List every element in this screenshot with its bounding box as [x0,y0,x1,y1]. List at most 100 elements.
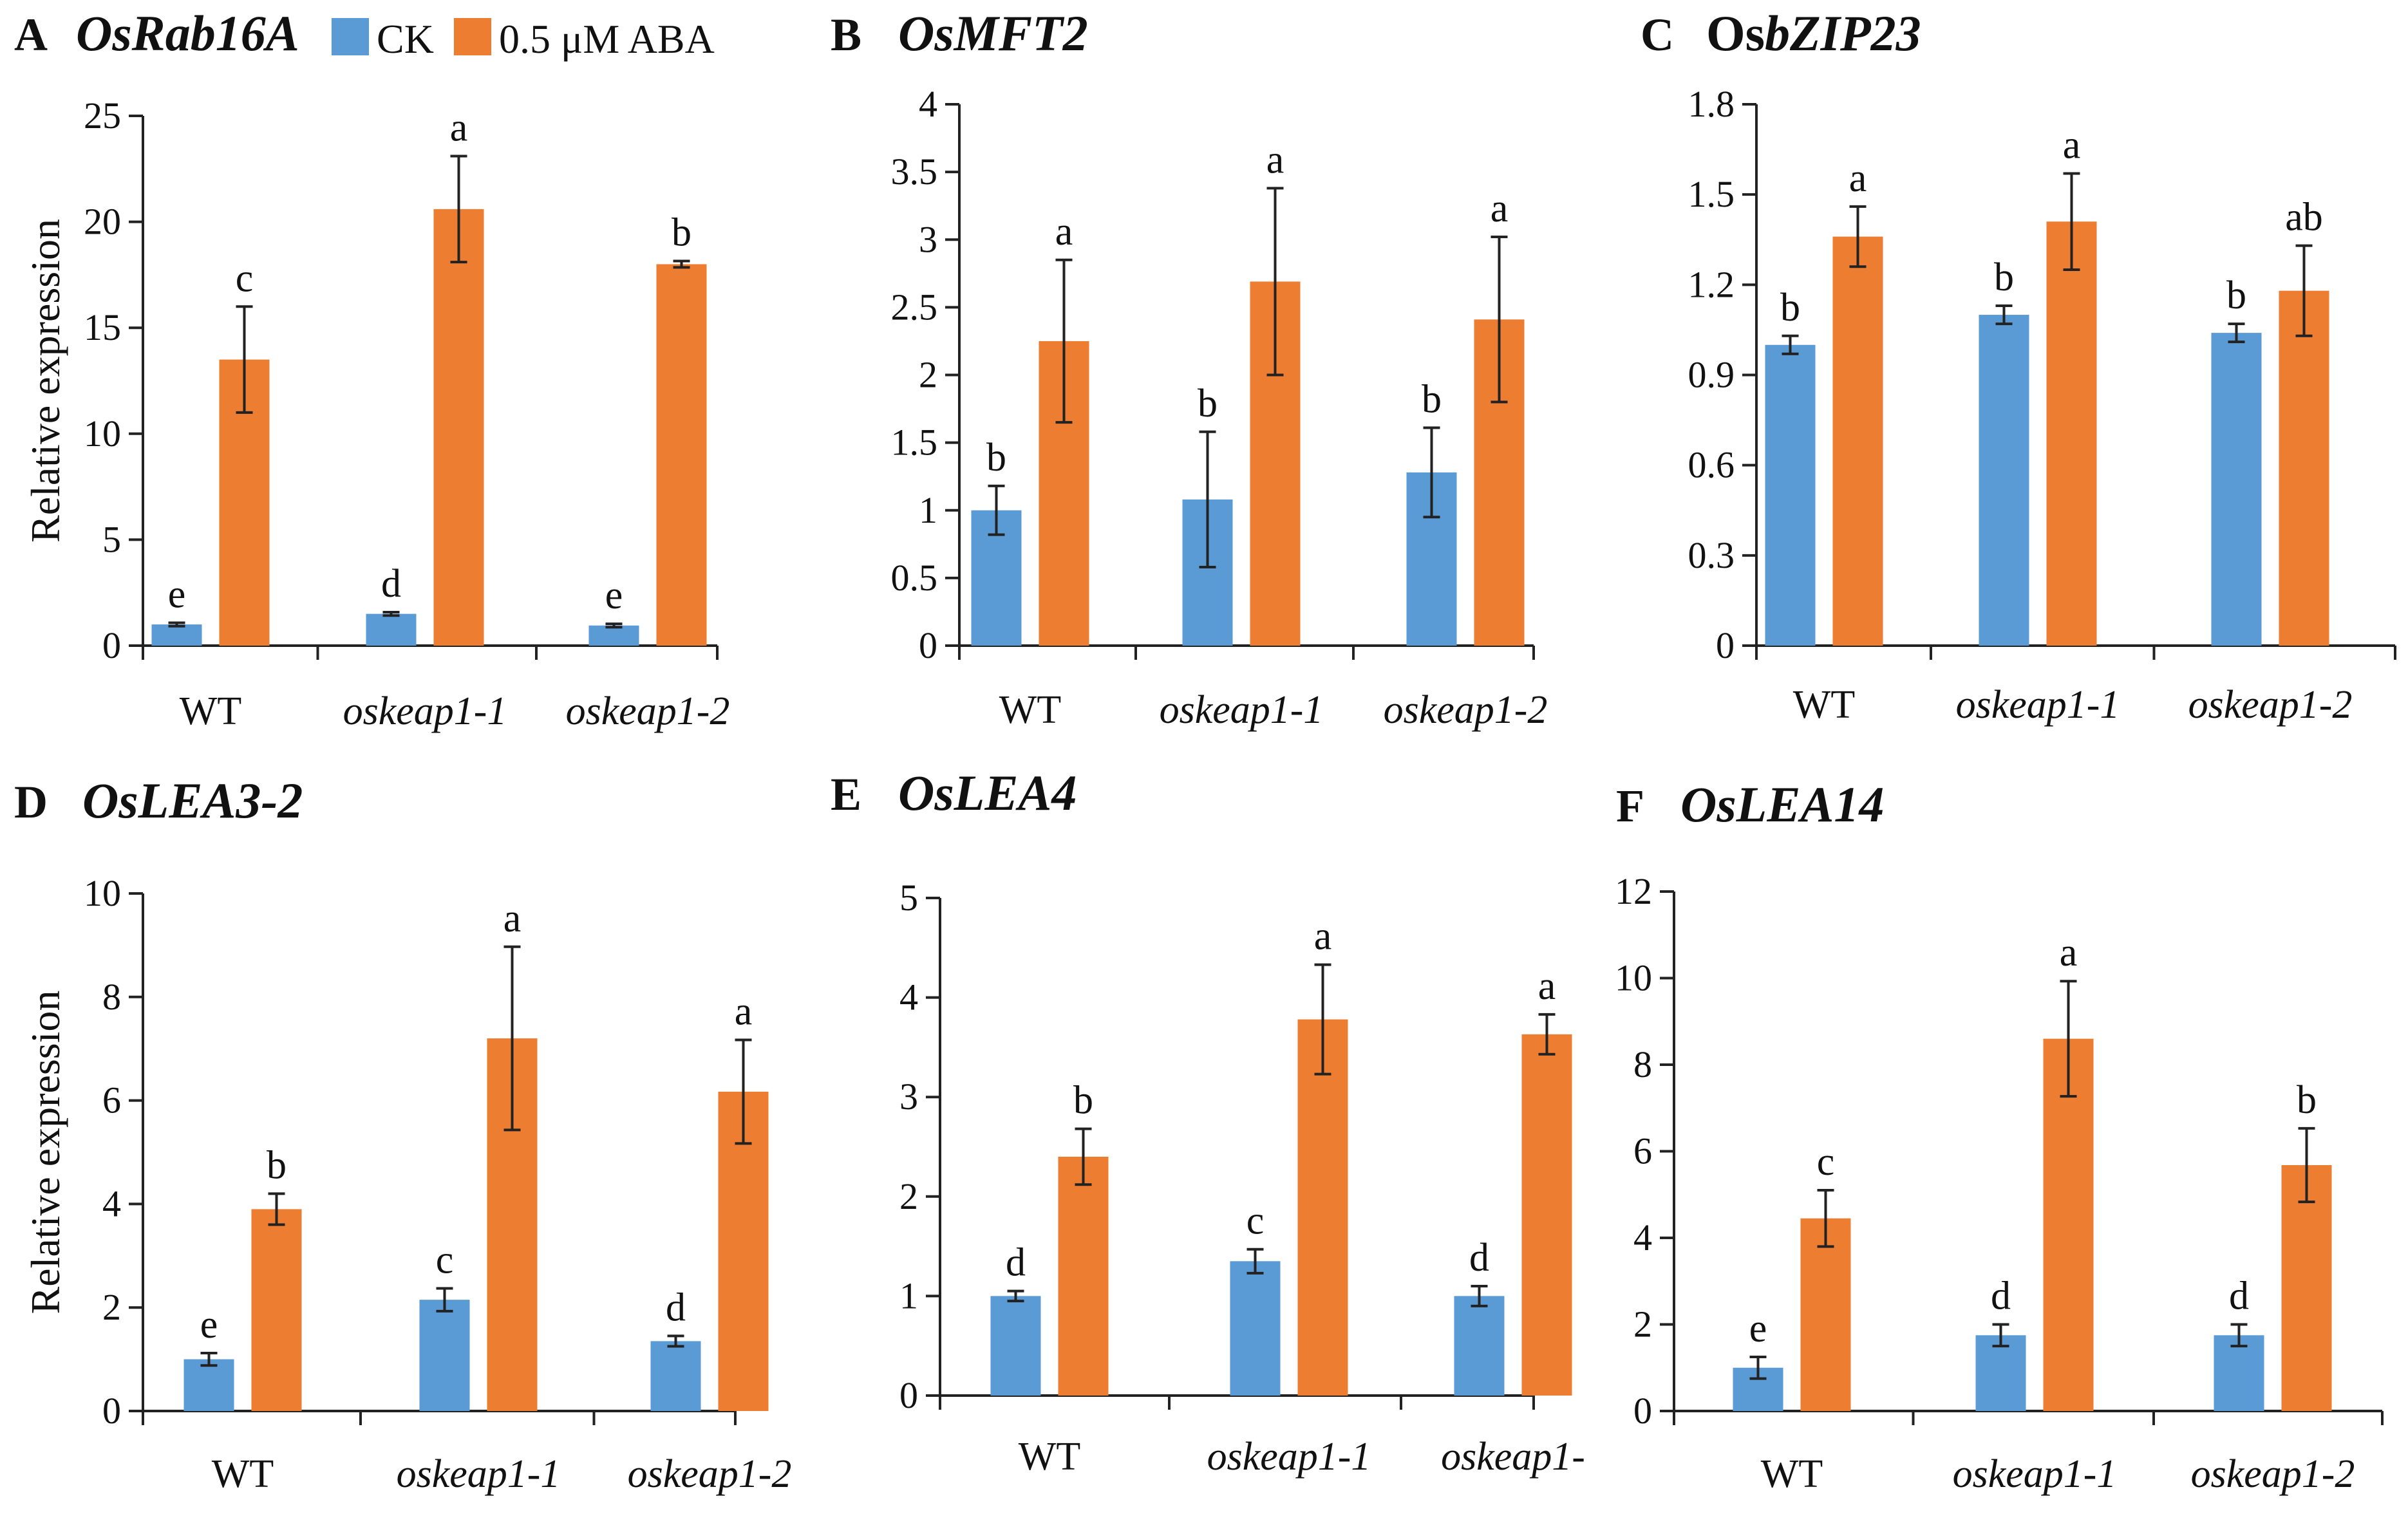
y-tick-label: 3 [919,218,937,260]
y-tick-label: 6 [102,1079,121,1121]
significance-letter: a [1538,964,1556,1008]
x-category-label: WT [1761,1452,1823,1496]
chart-panel-c: C OsbZIP23 0 0.3 0.6 0.9 1.2 1.5 1.8 WT oskeap1-1 o… [1641,5,2396,727]
y-tick-label: 1 [899,1275,918,1316]
significance-letter: ab [2285,196,2323,239]
chart-panel-a: A OsRab16A 0 5 10 15 20 25 WT oskeap1-1 oskeap1-2 R… [14,5,729,733]
y-tick-label: 0 [1633,1390,1652,1432]
bar-aba [251,1209,302,1411]
y-tick-label: 20 [84,201,121,243]
x-category-label: oskeap1-1 [1160,688,1324,732]
significance-letter: b [986,436,1006,480]
significance-letter: a [2060,931,2078,975]
y-tick-label: 1.5 [891,422,938,463]
y-tick-label: 0.9 [1688,354,1735,396]
significance-letter: a [503,897,522,940]
significance-letter: b [672,211,691,255]
bar-aba [2279,290,2329,646]
x-category-label: oskeap1-1 [1207,1435,1371,1479]
y-tick-label: 8 [102,976,121,1018]
bar-ck [419,1300,470,1411]
chart-panel-e: E OsLEA4 0 1 2 3 4 5 WT oskeap1-1 oskeap1- d c d b a a [831,765,1585,1479]
bar-aba [718,1091,769,1411]
y-tick-label: 0 [102,624,121,666]
bar-ck [1979,315,2029,646]
panel-title: OsbZIP23 [1706,5,1921,61]
x-category-label: oskeap1-1 [1953,1452,2117,1496]
significance-letter: b [1198,382,1218,425]
y-tick-label: 1.8 [1688,83,1735,125]
significance-letter: d [381,562,401,606]
bar-ck [2211,333,2262,646]
significance-letter: d [666,1285,686,1329]
y-tick-label: 2 [899,1175,918,1217]
y-tick-label: 10 [84,413,121,454]
x-category-label: WT [1019,1435,1080,1479]
legend-label-ck: CK [377,16,434,62]
y-tick-label: 1.5 [1688,173,1735,215]
significance-letter: a [1849,156,1867,200]
significance-letter: d [1006,1241,1026,1285]
panel-title: OsMFT2 [898,5,1088,61]
y-tick-label: 1.2 [1688,263,1735,305]
chart-panel-f: F OsLEA14 0 2 4 6 8 10 12 WT oskeap1-1 oskeap1-2 e d d… [1615,776,2384,1496]
y-tick-label: 2 [1633,1304,1652,1345]
bar-ck [2214,1335,2264,1411]
significance-letter: d [1469,1236,1489,1280]
x-category-label: WT [1793,683,1855,727]
bar-ck [1454,1296,1505,1396]
bar-aba [2043,1038,2094,1411]
significance-letter: c [1246,1199,1265,1243]
panel-title-gene: OsLEA3-2 [82,772,303,828]
panel-title-gene: bZIP23 [1765,5,1921,61]
x-category-label: oskeap1-1 [397,1452,561,1496]
legend-swatch-ck [332,18,369,55]
significance-letter: d [1991,1275,2011,1318]
y-tick-label: 10 [1615,957,1652,999]
bar-aba [2281,1165,2332,1411]
significance-letter: a [2063,123,2081,167]
x-category-label: WT [999,688,1061,732]
significance-letter: b [1073,1079,1093,1123]
x-category-label: oskeap1- [1441,1435,1585,1479]
panel-label: E [831,769,861,820]
bar-ck [588,625,639,646]
x-category-label: oskeap1-2 [2191,1452,2355,1496]
y-axis-title: Relative expression [23,219,68,543]
y-tick-label: 5 [899,877,918,919]
y-tick-label: 4 [1633,1217,1652,1258]
panel-title-prefix: Os [1706,5,1765,61]
significance-letter: b [2297,1078,2317,1122]
bar-aba [1800,1218,1851,1411]
panel-label: D [14,776,48,828]
y-tick-label: 3 [899,1076,918,1117]
significance-letter: a [1055,210,1073,254]
y-tick-label: 0 [899,1374,918,1416]
bar-ck [183,1359,234,1411]
y-tick-label: 4 [102,1182,121,1224]
bar-ck [151,624,202,646]
significance-letter: b [2226,274,2246,317]
significance-letter: a [735,990,753,1034]
panel-title-gene: OsRab16A [76,5,299,61]
significance-letter: e [605,574,623,617]
x-category-label: oskeap1-2 [566,689,730,733]
bar-aba [2046,221,2097,646]
x-category-label: oskeap1-1 [1956,683,2120,727]
significance-letter: c [436,1238,454,1282]
significance-letter: a [1314,915,1332,958]
chart-panel-d: D OsLEA3-2 0 2 4 6 8 10 WT oskeap1-1 oskeap1-2 Rela… [14,772,791,1496]
y-tick-label: 2 [919,354,937,396]
significance-letter: e [1749,1307,1767,1350]
panel-title-gene: OsLEA4 [898,765,1077,821]
y-tick-label: 12 [1615,870,1652,912]
legend: CK 0.5 μM ABA [332,16,715,62]
significance-letter: a [450,106,468,150]
x-category-label: oskeap1-1 [343,689,507,733]
y-tick-label: 6 [1633,1130,1652,1172]
significance-letter: b [1780,286,1800,330]
significance-letter: c [236,256,254,300]
y-tick-label: 8 [1633,1043,1652,1085]
